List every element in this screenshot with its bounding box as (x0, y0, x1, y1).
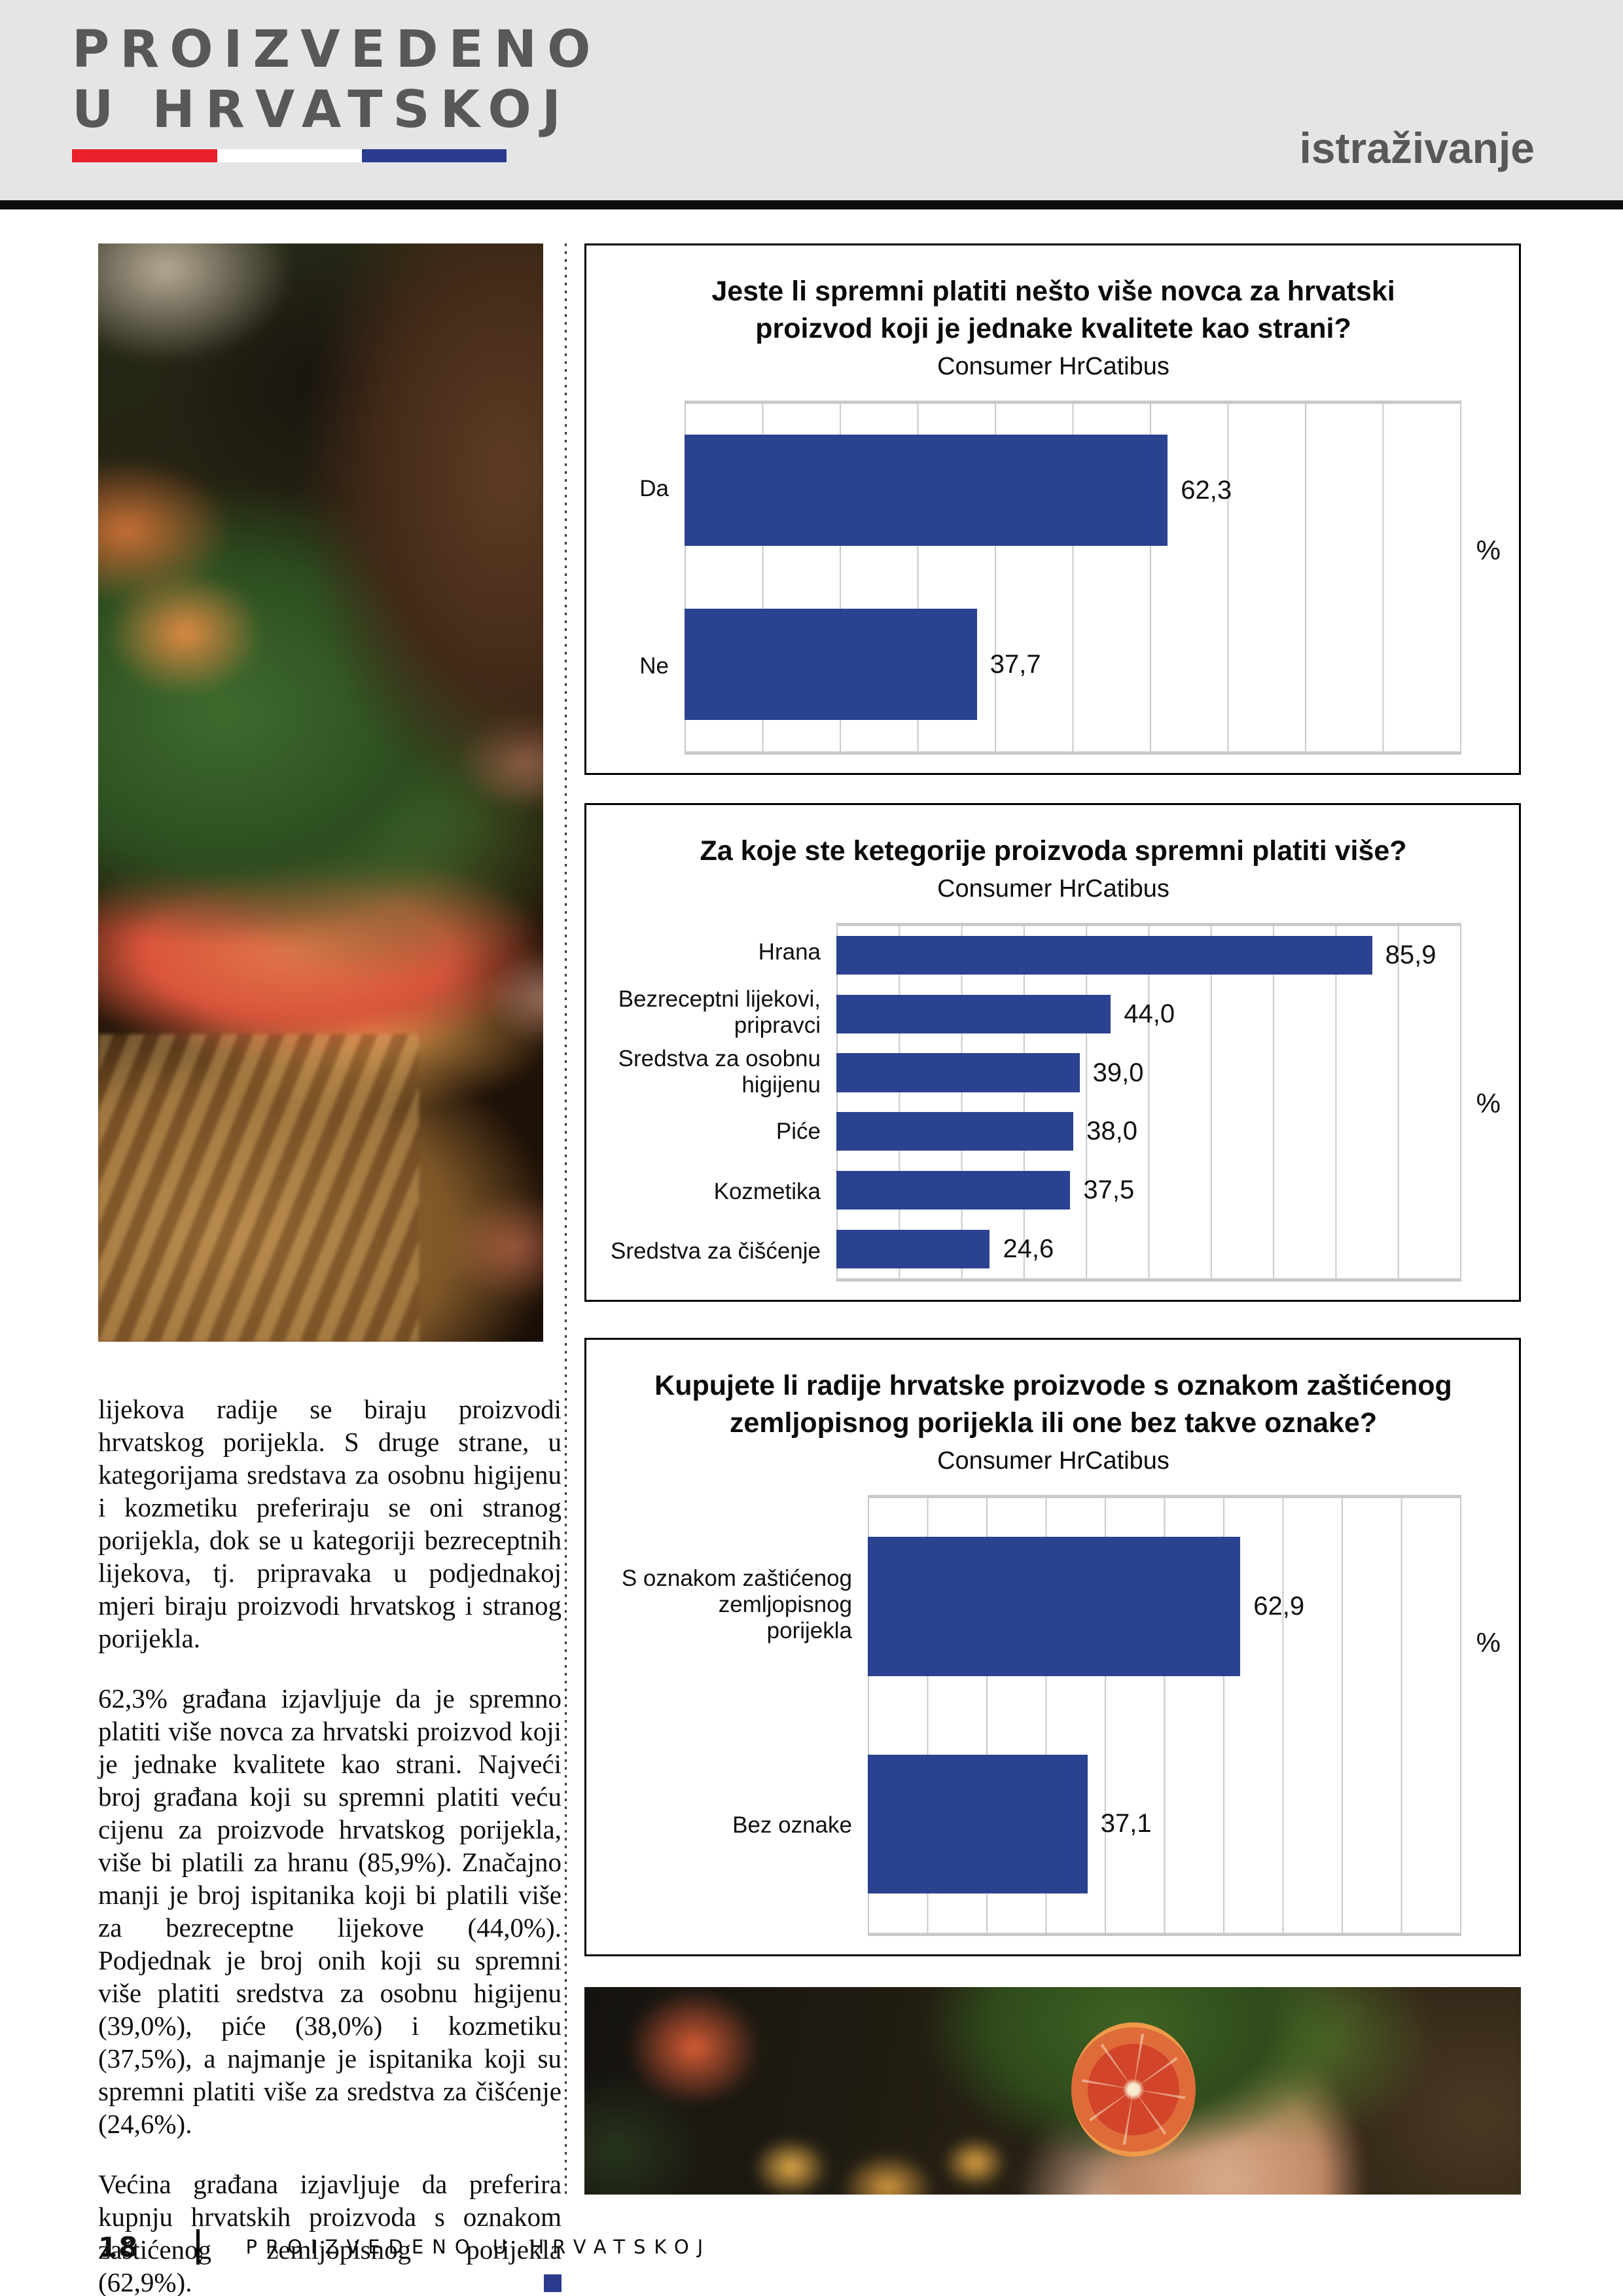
column-divider (565, 243, 567, 2195)
bar-row: 85,9 (836, 926, 1460, 985)
value-label: 62,3 (1181, 475, 1232, 505)
chart-categories: Za koje ste ketegorije proizvoda spremni… (584, 803, 1521, 1302)
basket-photo-art (98, 243, 543, 1342)
bar (836, 1170, 1071, 1210)
unit-label: % (1476, 1087, 1501, 1119)
bar (836, 1053, 1080, 1092)
value-label: 85,9 (1385, 941, 1436, 970)
bar-row: 37,7 (685, 577, 1460, 751)
category-labels: Da Ne (606, 401, 685, 755)
unit-label: % (1476, 535, 1501, 566)
page-footer: 18 PROIZVEDENO U HRVATSKOJ (98, 2229, 711, 2265)
category-label: Da (639, 475, 669, 501)
category-label: Kozmetika (713, 1178, 821, 1204)
bar-row: 44,0 (836, 984, 1460, 1043)
chart-protected-origin: Kupujete li radije hrvatske proizvode s … (584, 1338, 1521, 1956)
value-label: 44,0 (1124, 999, 1175, 1028)
logo-line-2: U HRVATSKOJ (72, 81, 571, 139)
bar (836, 994, 1111, 1033)
value-label: 39,0 (1092, 1058, 1144, 1087)
category-label: Ne (639, 653, 669, 679)
value-label: 38,0 (1086, 1117, 1137, 1146)
footer-magazine-title: PROIZVEDENO U HRVATSKOJ (245, 2236, 712, 2258)
section-label: istraživanje (1299, 124, 1535, 172)
value-label: 24,6 (1003, 1234, 1054, 1263)
category-label: Hrana (758, 939, 821, 965)
category-labels: S oznakom zaštićenog zemljopisnog porije… (606, 1495, 868, 1937)
logo-line-1: PROIZVEDENO (72, 20, 601, 79)
bar-row: 39,0 (836, 1043, 1460, 1102)
charts-column: Jeste li spremni platiti nešto više novc… (584, 243, 1521, 2195)
bar (836, 1229, 990, 1268)
bar-row: 62,9 (868, 1498, 1460, 1715)
category-label: Piće (776, 1119, 821, 1145)
plot-grid: 62,3 37,7 (685, 400, 1461, 755)
category-label: Sredstva za čišćenje (611, 1238, 821, 1265)
croatian-flag-underline (72, 149, 507, 162)
category-label: Bez oznake (732, 1812, 852, 1839)
value-label: 37,7 (990, 649, 1041, 679)
chart-title: Za koje ste ketegorije proizvoda spremni… (700, 835, 1407, 867)
plot-area: S oznakom zaštićenog zemljopisnog porije… (606, 1494, 1501, 1937)
plot-area: Da Ne 62,3 37,7 % (606, 400, 1501, 755)
bar (836, 936, 1372, 975)
bar (868, 1754, 1088, 1894)
plot-grid: 62,9 37,1 (868, 1494, 1461, 1936)
bar (868, 1537, 1241, 1676)
category-label: Sredstva za osobnu higijenu (618, 1045, 821, 1098)
bar-row: 62,3 (685, 404, 1460, 578)
bar (685, 435, 1168, 547)
paragraph: Većina građana izjavljuje da preferira k… (98, 2169, 562, 2296)
category-label: S oznakom zaštićenog zemljopisnog porije… (621, 1565, 852, 1644)
paragraph: lijekova radije se biraju proizvodi hrva… (98, 1394, 562, 1653)
blood-orange-half (1071, 2022, 1196, 2157)
plot-grid: 85,9 44,0 39,0 38,0 37,5 24,6 (836, 922, 1461, 1282)
chart-title: Kupujete li radije hrvatske proizvode s … (654, 1370, 1452, 1439)
bar-row: 38,0 (836, 1102, 1460, 1161)
end-of-article-marker (544, 2274, 562, 2292)
market-photo (584, 1987, 1521, 2195)
unit-label: % (1476, 1626, 1501, 1658)
value-label: 62,9 (1253, 1592, 1305, 1621)
footer-divider (196, 2229, 200, 2265)
chart-subtitle: Consumer HrCatibus (937, 874, 1169, 903)
proizvedeno-u-hrvatskoj-logo: PROIZVEDENO U HRVATSKOJ (72, 20, 601, 162)
market-photo-art (584, 1987, 1521, 2195)
value-label: 37,5 (1083, 1175, 1135, 1204)
value-label: 37,1 (1100, 1809, 1152, 1839)
basket-photo (98, 243, 543, 1342)
basket-weave-texture (98, 1034, 419, 1342)
chart-title: Jeste li spremni platiti nešto više novc… (711, 276, 1395, 344)
article-body: lijekova radije se biraju proizvodi hrva… (98, 1393, 562, 2296)
category-label: Bezreceptni lijekovi, pripravci (618, 986, 821, 1038)
bar-row: 24,6 (836, 1219, 1460, 1278)
chart-subtitle: Consumer HrCatibus (937, 352, 1169, 380)
bar-row: 37,1 (868, 1715, 1460, 1933)
plot-area: Hrana Bezreceptni lijekovi, pripravci Sred… (606, 922, 1501, 1282)
bar-row: 37,5 (836, 1161, 1460, 1220)
bar (836, 1112, 1074, 1151)
masthead: PROIZVEDENO U HRVATSKOJ istraživanje (0, 0, 1623, 209)
category-labels: Hrana Bezreceptni lijekovi, pripravci Sred… (606, 923, 836, 1282)
chart-willingness-to-pay: Jeste li spremni platiti nešto više novc… (584, 243, 1521, 775)
chart-subtitle: Consumer HrCatibus (937, 1446, 1169, 1475)
bar (685, 609, 977, 721)
page-number: 18 (98, 2231, 139, 2263)
paragraph: 62,3% građana izjavljuje da je spremno p… (98, 1683, 562, 2139)
